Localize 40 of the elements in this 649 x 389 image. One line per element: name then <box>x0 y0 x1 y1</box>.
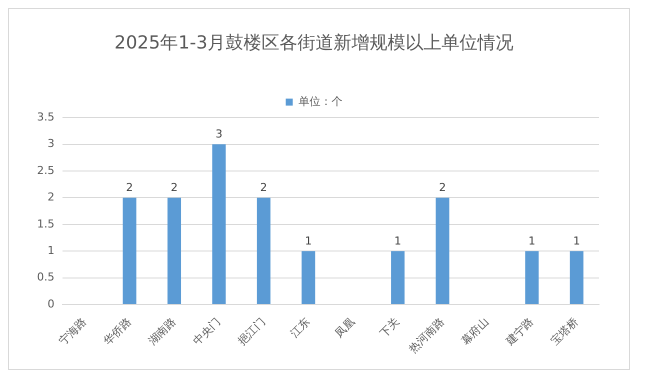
y-tick-label: 2 <box>47 190 54 204</box>
x-tick-label: 中央门 <box>190 315 224 348</box>
data-label: 1 <box>573 234 580 248</box>
bar <box>256 198 270 304</box>
chart-title: 2025年1-3月鼓楼区各街道新增规模以上单位情况 <box>114 32 514 54</box>
bar <box>168 198 182 304</box>
bar <box>122 198 136 304</box>
y-tick-label: 2.5 <box>36 164 54 177</box>
data-label: 2 <box>260 181 268 194</box>
bar <box>302 251 316 304</box>
bar <box>212 144 226 304</box>
x-tick-label: 幕府山 <box>458 315 492 348</box>
data-label: 1 <box>528 234 536 248</box>
x-tick-label: 江东 <box>288 315 313 340</box>
y-tick-label: 1 <box>47 244 54 257</box>
data-label: 2 <box>439 181 446 194</box>
x-tick-label: 宝塔桥 <box>548 315 581 348</box>
x-tick-label: 宁海路 <box>56 315 89 348</box>
bar <box>391 251 405 304</box>
x-tick-label: 挹江门 <box>235 315 268 348</box>
x-tick-label: 下关 <box>377 315 402 340</box>
x-tick-label: 湖南路 <box>146 315 178 348</box>
x-tick-label: 凤凰 <box>332 315 358 340</box>
bar <box>570 251 584 304</box>
data-label: 1 <box>304 234 312 248</box>
data-label: 1 <box>394 234 402 248</box>
x-tick-label: 华侨路 <box>101 315 134 348</box>
x-tick-label: 热河南路 <box>406 315 447 356</box>
data-label: 2 <box>170 181 178 194</box>
legend-label: 单位：个 <box>298 94 342 108</box>
bar <box>436 198 450 304</box>
x-tick-label: 建宁路 <box>502 315 536 348</box>
y-tick-label: 3 <box>47 137 54 150</box>
data-label: 3 <box>215 128 222 141</box>
y-tick-label: 3.5 <box>36 110 54 124</box>
y-tick-label: 0.5 <box>36 270 54 284</box>
y-tick-label: 1.5 <box>36 217 54 230</box>
y-tick-label: 0 <box>47 297 54 310</box>
data-label: 2 <box>126 181 134 194</box>
bar <box>525 251 539 304</box>
